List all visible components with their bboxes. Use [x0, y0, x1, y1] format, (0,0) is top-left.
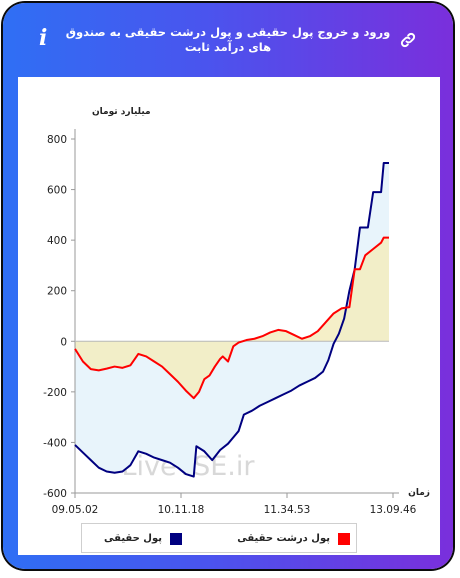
info-icon[interactable]: i — [39, 25, 48, 51]
area-fill-real — [75, 163, 389, 477]
legend-item-large-real[interactable]: پول درشت حقیقی — [232, 531, 350, 547]
x-axis-label: زمان — [408, 488, 430, 498]
chart-title: ورود و خروج پول حقیقی و پول درشت حقیقی ب… — [65, 25, 391, 54]
chart-card: i ورود و خروج پول حقیقی و پول درشت حقیقی… — [3, 3, 453, 569]
y-tick-label: 0 — [60, 336, 67, 348]
x-tick-label: 09.05.02 — [52, 504, 99, 516]
chart-svg: میلیارد تومان زمان LiveTSE.ir 8006004002… — [43, 107, 430, 516]
y-tick-label: 400 — [47, 235, 67, 247]
legend-label-real: پول حقیقی — [104, 533, 162, 544]
series-line-large-real — [74, 236, 389, 400]
legend: پول درشت حقیقی پول حقیقی — [81, 523, 357, 553]
x-tick-label: 10.11.18 — [158, 504, 205, 516]
y-tick-label: 200 — [47, 286, 67, 298]
x-tick-label: 13.09.46 — [370, 504, 417, 516]
y-tick-label: 600 — [47, 185, 67, 197]
legend-swatch-red — [338, 533, 350, 545]
area-fill-large-real — [75, 237, 389, 399]
legend-item-real[interactable]: پول حقیقی — [92, 531, 182, 547]
x-tick-label: 11.34.53 — [264, 504, 311, 516]
y-tick-label: -200 — [43, 387, 67, 399]
series-line-real — [74, 162, 389, 478]
chart-header: i ورود و خروج پول حقیقی و پول درشت حقیقی… — [3, 3, 453, 75]
y-tick-label: -600 — [43, 488, 67, 500]
legend-label-large-real: پول درشت حقیقی — [237, 533, 330, 544]
y-tick-label: 800 — [47, 134, 67, 146]
link-icon[interactable] — [399, 31, 417, 49]
y-axis-label: میلیارد تومان — [92, 107, 151, 117]
legend-swatch-navy — [170, 533, 182, 545]
chart-panel: میلیارد تومان زمان LiveTSE.ir 8006004002… — [18, 77, 440, 555]
y-tick-label: -400 — [43, 437, 67, 449]
